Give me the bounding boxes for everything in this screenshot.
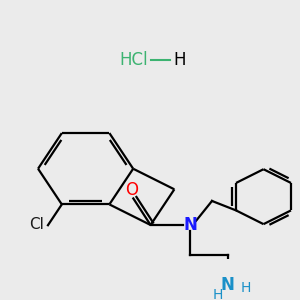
Text: H: H — [241, 281, 251, 296]
Text: O: O — [125, 181, 138, 199]
Text: N: N — [221, 276, 235, 294]
Text: H: H — [174, 51, 186, 69]
Text: H: H — [213, 288, 223, 300]
Text: HCl: HCl — [119, 51, 148, 69]
Text: N: N — [183, 216, 197, 234]
Text: Cl: Cl — [29, 217, 44, 232]
